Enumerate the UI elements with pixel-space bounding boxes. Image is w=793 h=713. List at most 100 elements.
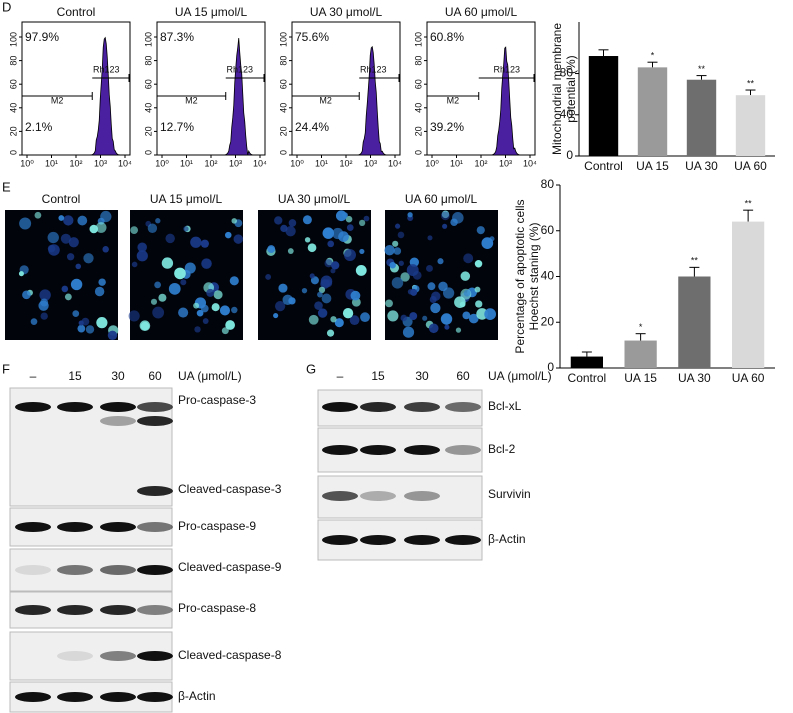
cell <box>430 302 441 314</box>
cell <box>168 282 181 295</box>
cell <box>309 273 315 279</box>
blot-label: Cleaved-caspase-3 <box>178 482 282 496</box>
cell <box>63 215 74 226</box>
cell <box>389 261 396 269</box>
cell <box>402 326 415 338</box>
cell <box>440 313 453 325</box>
cell <box>40 298 49 307</box>
y-tick-label: 40 <box>560 107 574 121</box>
cell <box>314 301 323 310</box>
cell <box>462 311 471 320</box>
flow-x-tick: 10⁴ <box>118 158 132 168</box>
band <box>322 402 358 412</box>
cell <box>302 215 312 225</box>
cell <box>98 278 106 286</box>
y-axis-label: Hoechst staning (%) <box>527 222 541 330</box>
cell <box>196 309 204 317</box>
band <box>100 416 136 426</box>
flow-x-tick: 10² <box>474 158 487 168</box>
cell <box>287 248 294 254</box>
x-tick-label: UA 60 <box>734 159 767 173</box>
cell <box>206 288 215 297</box>
cell <box>317 291 323 298</box>
flow-x-tick: 10⁴ <box>523 158 537 168</box>
cell <box>437 258 444 265</box>
bar <box>732 221 765 368</box>
cell <box>474 260 483 268</box>
cell <box>221 327 229 335</box>
cell <box>359 248 365 255</box>
cell <box>194 326 201 333</box>
cell <box>360 312 370 323</box>
cell <box>288 219 297 227</box>
significance: ** <box>747 78 755 88</box>
cell <box>147 223 158 233</box>
band <box>360 445 396 455</box>
flow-x-tick: 10⁰ <box>155 158 169 168</box>
cell <box>407 212 413 218</box>
flow-peak <box>84 36 125 156</box>
cell <box>70 278 83 291</box>
x-tick-label: UA 60 <box>732 371 765 385</box>
blot-label: Bcl-2 <box>488 442 516 456</box>
flow-x-tick: 10² <box>69 158 82 168</box>
cell <box>385 299 393 308</box>
blot-label: β-Actin <box>178 689 216 703</box>
cell <box>391 277 404 289</box>
band <box>57 522 93 532</box>
band <box>404 445 440 455</box>
band <box>57 651 93 661</box>
flow-y-tick: 100 <box>8 32 18 47</box>
cell <box>422 315 428 321</box>
cell <box>274 216 283 225</box>
lane-label: 30 <box>415 369 429 383</box>
cell <box>174 267 186 280</box>
flow-y-tick: 0 <box>413 150 423 155</box>
blot-label: Survivin <box>488 487 531 501</box>
x-tick-label: UA 15 <box>624 371 657 385</box>
flow-title: Control <box>57 5 96 19</box>
cell <box>130 226 139 234</box>
cell <box>400 272 410 282</box>
lower-percent: 12.7% <box>160 120 194 134</box>
panel-label: G <box>306 361 316 376</box>
x-tick-label: Control <box>584 159 623 173</box>
band <box>100 651 136 661</box>
cell <box>158 293 167 302</box>
cell <box>342 212 348 219</box>
band <box>322 445 358 455</box>
flow-y-tick: 60 <box>143 79 153 89</box>
blot-label: Pro-caspase-3 <box>178 393 256 407</box>
y-axis-label: potential (%) <box>564 55 578 122</box>
cell <box>349 315 360 326</box>
bar <box>637 67 668 156</box>
band <box>100 402 136 412</box>
cell <box>327 240 335 248</box>
band <box>445 535 481 545</box>
cell <box>350 290 361 301</box>
treatment-label: UA (μmol/L) <box>488 369 552 383</box>
bar <box>678 276 711 368</box>
cell <box>161 257 174 269</box>
bar <box>588 56 619 157</box>
blot-label: Cleaved-caspase-8 <box>178 648 282 662</box>
cell <box>406 264 419 277</box>
cell <box>64 293 72 301</box>
flow-y-tick: 20 <box>278 126 288 136</box>
cell <box>137 242 147 253</box>
cell <box>94 286 105 297</box>
cell <box>229 276 239 286</box>
flow-title: UA 60 μmol/L <box>445 5 518 19</box>
bar <box>570 356 603 368</box>
flow-y-tick: 20 <box>143 126 153 136</box>
cell <box>213 290 223 300</box>
upper-percent: 60.8% <box>430 30 464 44</box>
flow-y-tick: 80 <box>278 56 288 66</box>
significance: * <box>651 51 655 61</box>
cell <box>343 249 356 262</box>
cell <box>387 310 399 322</box>
band <box>57 605 93 615</box>
band <box>360 491 396 501</box>
cell <box>202 318 209 324</box>
flow-y-tick: 0 <box>8 150 18 155</box>
